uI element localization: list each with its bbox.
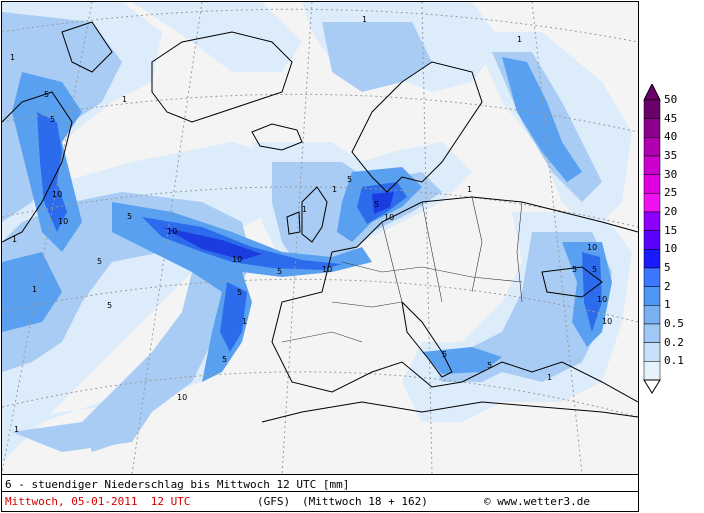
svg-text:10: 10: [597, 295, 607, 304]
svg-text:1: 1: [332, 185, 337, 194]
svg-text:10: 10: [384, 213, 394, 222]
model-name: (GFS): [257, 495, 291, 508]
scale-label-2: 2: [664, 279, 671, 293]
svg-text:5: 5: [127, 212, 132, 221]
scale-label-50: 50: [664, 93, 678, 106]
scale-swatch-5: [643, 267, 661, 287]
svg-text:5: 5: [487, 361, 492, 370]
scale-swatch-20: [643, 211, 661, 231]
svg-text:1: 1: [517, 35, 522, 44]
precipitation-color-scale: 50 45 40 35 30 25 20 15 10 5 2 1 0.5 0.2 0.1: [638, 82, 704, 394]
svg-text:10: 10: [587, 243, 597, 252]
color-scale-bar: [643, 82, 661, 394]
svg-text:5: 5: [222, 355, 227, 364]
coastlines: [2, 21, 638, 423]
map-title: 6 - stuendiger Niederschlag bis Mittwoch…: [5, 478, 350, 491]
footer-divider: [2, 491, 638, 492]
scale-label-0.1: 0.1: [664, 354, 684, 368]
svg-text:10: 10: [177, 393, 187, 402]
svg-text:1: 1: [242, 317, 247, 326]
svg-text:5: 5: [50, 115, 55, 124]
precipitation-map: 1 5 5 10 10 1 5 5 10 10 5 10 5 5 10 5 1 …: [1, 1, 639, 475]
scale-label-30: 30: [664, 167, 678, 181]
scale-swatch-25: [643, 193, 661, 213]
svg-text:5: 5: [97, 257, 102, 266]
scale-label-0.5: 0.5: [664, 317, 684, 330]
map-footer: 6 - stuendiger Niederschlag bis Mittwoch…: [1, 475, 639, 512]
copyright: © www.wetter3.de: [484, 495, 590, 508]
svg-text:10: 10: [602, 317, 612, 326]
svg-text:1: 1: [467, 185, 472, 194]
svg-text:5: 5: [374, 200, 379, 209]
scale-swatch-50: [643, 99, 661, 119]
svg-text:5: 5: [442, 350, 447, 359]
svg-text:5: 5: [107, 301, 112, 310]
scale-label-20: 20: [664, 205, 678, 218]
svg-text:5: 5: [347, 175, 352, 184]
copyright-icon: ©: [484, 495, 491, 508]
scale-swatch-35: [643, 155, 661, 175]
scale-swatch-0.5: [643, 323, 661, 343]
scale-swatch-15: [643, 230, 661, 250]
scale-label-10: 10: [664, 242, 678, 256]
svg-text:1: 1: [362, 15, 367, 24]
scale-label-1: 1: [664, 298, 671, 312]
scale-bottom-arrow: [643, 379, 661, 394]
svg-text:1: 1: [302, 205, 307, 214]
scale-swatch-2: [643, 286, 661, 306]
svg-text:5: 5: [237, 288, 242, 297]
scale-label-40: 40: [664, 130, 678, 144]
svg-text:5: 5: [44, 90, 49, 99]
contour-labels: 1 5 5 10 10 1 5 5 10 10 5 10 5 5 10 5 1 …: [10, 15, 612, 434]
svg-text:10: 10: [322, 265, 332, 274]
scale-label-5: 5: [664, 261, 671, 274]
scale-swatch-10: [643, 249, 661, 269]
scale-swatch-45: [643, 118, 661, 138]
scale-swatch-30: [643, 174, 661, 194]
svg-text:1: 1: [10, 53, 15, 62]
svg-text:1: 1: [14, 425, 19, 434]
scale-label-25: 25: [664, 186, 678, 200]
scale-label-45: 45: [664, 111, 678, 125]
svg-text:10: 10: [58, 217, 68, 226]
svg-text:5: 5: [572, 265, 577, 274]
scale-label-0.2: 0.2: [664, 335, 684, 349]
country-borders: [281, 196, 523, 343]
scale-swatch-0.1: [643, 361, 661, 381]
model-run: (Mittwoch 18 + 162): [302, 495, 428, 508]
valid-date: Mittwoch, 05-01-2011 12 UTC: [5, 495, 191, 508]
svg-text:5: 5: [592, 265, 597, 274]
svg-text:10: 10: [52, 190, 62, 199]
scale-swatch-0.2: [643, 342, 661, 362]
svg-text:1: 1: [547, 373, 552, 382]
svg-text:1: 1: [122, 95, 127, 104]
map-canvas: 1 5 5 10 10 1 5 5 10 10 5 10 5 5 10 5 1 …: [2, 2, 638, 474]
scale-swatch-40: [643, 137, 661, 157]
svg-text:10: 10: [167, 227, 177, 236]
svg-text:10: 10: [232, 255, 242, 264]
scale-swatch-1: [643, 305, 661, 325]
scale-top-arrow: [643, 82, 661, 101]
scale-label-35: 35: [664, 149, 678, 162]
scale-label-15: 15: [664, 223, 678, 237]
svg-text:1: 1: [12, 235, 17, 244]
svg-text:5: 5: [277, 267, 282, 276]
copyright-link[interactable]: www.wetter3.de: [497, 495, 590, 508]
svg-text:1: 1: [32, 285, 37, 294]
precip-deep: [162, 192, 394, 260]
